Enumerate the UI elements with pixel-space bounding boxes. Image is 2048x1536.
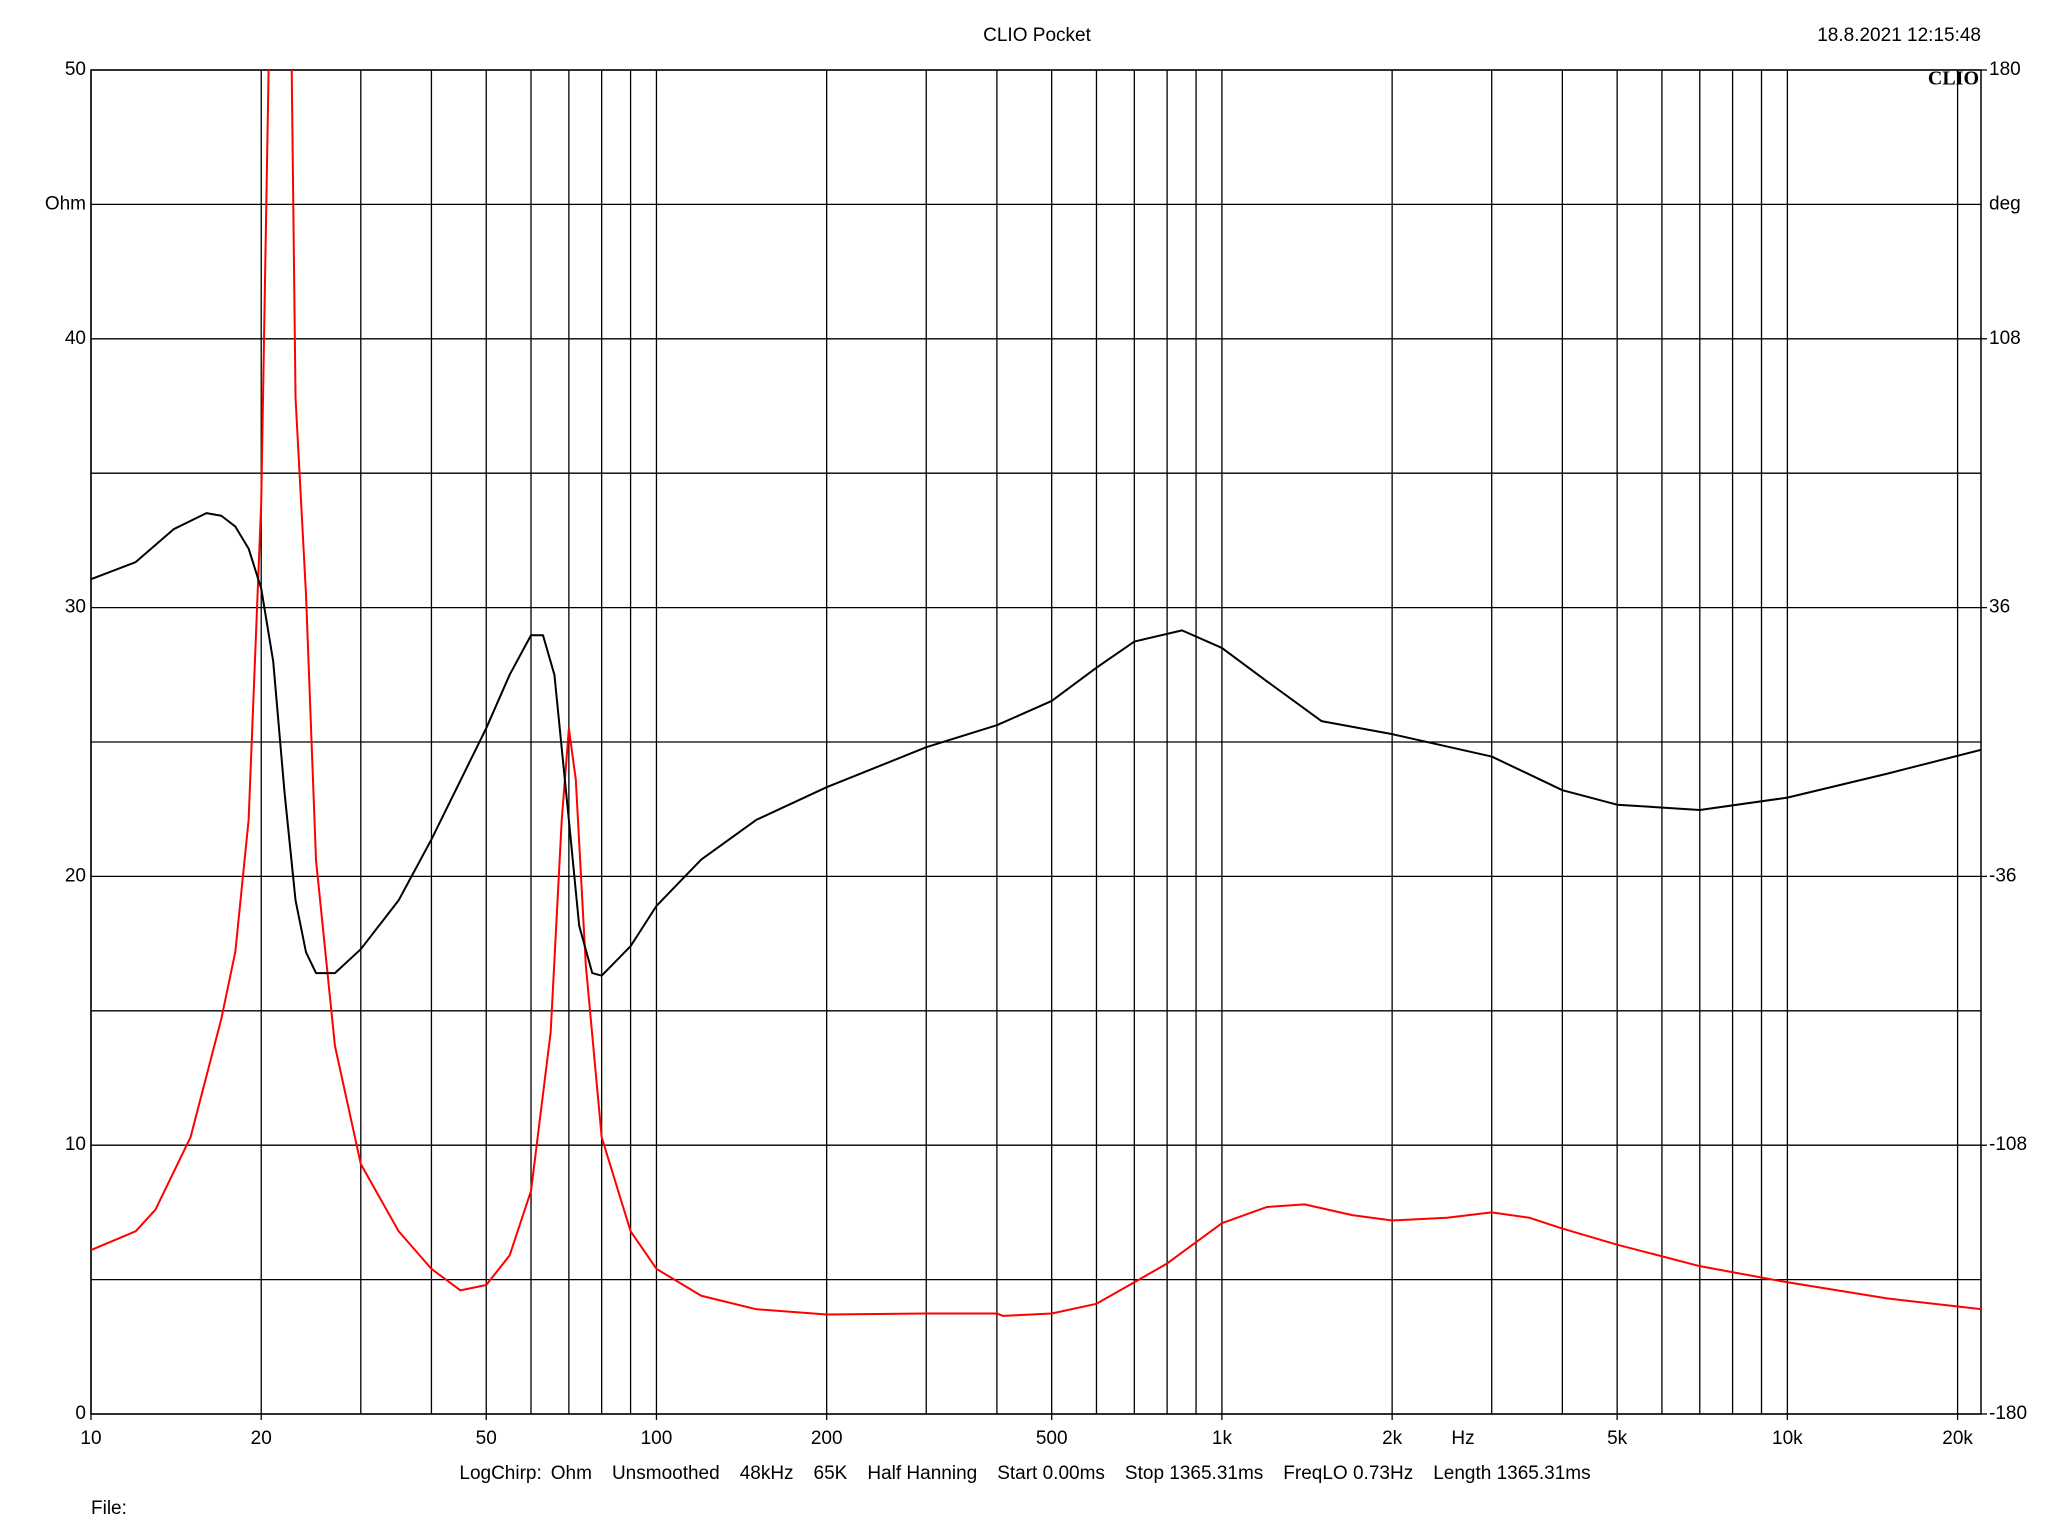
x-tick-label: 10k: [1772, 1428, 1803, 1449]
x-tick-label: 10: [80, 1428, 101, 1449]
x-tick-label: 200: [811, 1428, 843, 1449]
chart-title: CLIO Pocket: [983, 25, 1091, 46]
logo: CLIO: [1928, 68, 1979, 90]
y-tick-label: 30: [65, 597, 86, 618]
setting: Stop 1365.31ms: [1125, 1463, 1263, 1484]
x-tick-label: 5k: [1607, 1428, 1628, 1449]
setting: FreqLO 0.73Hz: [1283, 1463, 1413, 1484]
file-label: File:: [91, 1498, 127, 1519]
y-tick-label: 40: [65, 328, 86, 349]
y2-tick-label: 180: [1989, 59, 2021, 80]
setting: Ohm: [551, 1463, 592, 1484]
y-tick-label: 0: [75, 1403, 86, 1424]
setting: LogChirp:: [459, 1463, 541, 1484]
x-tick-label: 2k: [1382, 1428, 1403, 1449]
y2-tick-label: 108: [1989, 328, 2021, 349]
y2-tick-label: -180: [1989, 1403, 2027, 1424]
y-tick-label: 10: [65, 1134, 86, 1155]
data-line: [91, 70, 1981, 1317]
plot-area: [91, 70, 1981, 1317]
setting: 48kHz: [740, 1463, 794, 1484]
y2-axis-label: deg: [1989, 193, 2021, 214]
setting: Length 1365.31ms: [1433, 1463, 1590, 1484]
footer-settings: LogChirp: Ohm Unsmoothed 48kHz 65K Half Hanni…: [459, 1463, 1590, 1484]
x-tick-label: 1k: [1212, 1428, 1233, 1449]
setting: Start 0.00ms: [997, 1463, 1105, 1484]
setting: Half Hanning: [867, 1463, 977, 1484]
x-tick-label: 500: [1036, 1428, 1068, 1449]
setting: 65K: [814, 1463, 848, 1484]
setting: Unsmoothed: [612, 1463, 720, 1484]
y-axis-label: Ohm: [45, 193, 86, 214]
y-tick-label: 50: [65, 59, 86, 80]
y2-tick-label: -108: [1989, 1134, 2027, 1155]
x-tick-label: 50: [476, 1428, 497, 1449]
timestamp: 18.8.2021 12:15:48: [1817, 25, 1981, 46]
x-tick-label: 20: [251, 1428, 272, 1449]
x-axis-label: Hz: [1451, 1428, 1474, 1449]
data-line: [91, 512, 1981, 977]
y2-tick-label: -36: [1989, 865, 2016, 886]
y2-tick-label: 36: [1989, 597, 2010, 618]
x-tick-label: 100: [641, 1428, 673, 1449]
x-tick-label: 20k: [1942, 1428, 1973, 1449]
y-tick-label: 20: [65, 865, 86, 886]
